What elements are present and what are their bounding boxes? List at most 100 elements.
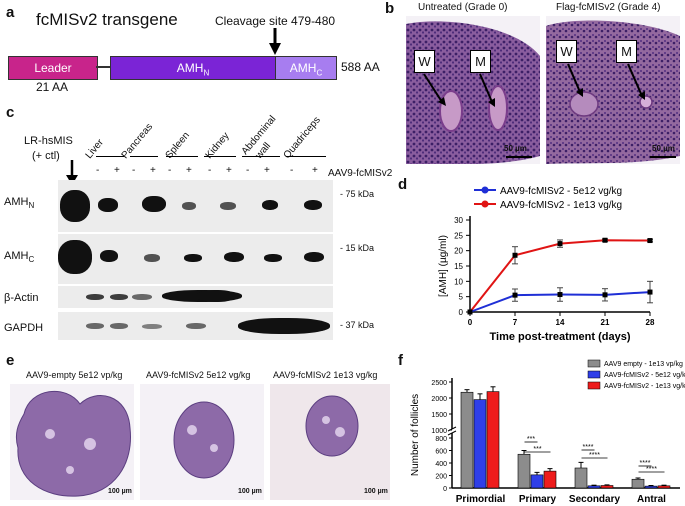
bar [587,485,601,489]
follicle-bar-chart: AAV9 empty - 1e13 vp/kg AAV9-fcMISv2 - 5e… [410,359,685,505]
blot-label-amhn-text: AMH [4,196,29,208]
ovary-title-5e12: AAV9-fcMISv2 5e12 vg/kg [146,370,251,380]
histology-arrows-icon [567,63,645,100]
wolffian-marker: W [414,50,435,73]
blot-label-amhn: AMHN [4,196,34,210]
control-label: LR-hsMIS [24,135,73,147]
histology-treated-image: W M 50 µm [546,16,680,164]
y-tick-label: 400 [435,461,447,468]
ovary-scale-label: 100 µm [238,488,262,495]
minus-sign: - [96,165,100,176]
y-tick-label: 600 [435,449,447,456]
blot-label-amhc-sub: C [28,255,35,265]
plus-sign: + [312,165,318,176]
plus-sign: + [186,165,192,176]
bar [530,474,544,489]
blot-label-actin: β-Actin [4,292,39,304]
axis-break-mark [447,430,457,436]
x-tick-label: 0 [468,318,473,327]
blot-label-gapdh: GAPDH [4,322,44,334]
significance-label: **** [583,444,594,451]
panel-label-c: c [6,104,15,121]
data-point [467,309,473,315]
linker-line [96,66,110,68]
group-underline [96,156,124,157]
bar [631,478,645,489]
histology-right-title: Flag-fcMISv2 (Grade 4) [556,2,661,13]
y-tick-label: 25 [454,231,463,240]
legend-label: AAV9-fcMISv2 - 1e13 vg/kg [500,200,622,211]
bar [574,467,588,489]
panel-label-a: a [6,4,15,21]
minus-sign: - [208,165,212,176]
plus-sign: + [114,165,120,176]
y-tick-label: 2500 [431,380,447,387]
amhc-segment: AMHC [275,56,337,80]
y-tick-label: 30 [454,216,463,225]
data-point [602,237,608,243]
legend-label: AAV9-fcMISv2 - 5e12 vg/kg [500,186,622,197]
minus-sign: - [246,165,250,176]
histology-left-title: Untreated (Grade 0) [418,2,508,13]
blot-gapdh [58,312,333,340]
minus-sign: - [290,165,294,176]
scale-bar [506,156,532,158]
data-point [512,252,518,258]
scale-bar [650,156,676,158]
plus-sign: + [264,165,270,176]
mullerian-marker: M [616,40,637,63]
control-sub-label: (+ ctl) [32,150,60,162]
transgene-title: fcMISv2 transgene [36,10,178,29]
wolffian-marker: W [556,40,577,63]
x-tick-label: 7 [513,318,518,327]
significance-label: **** [589,452,600,459]
ovary-scale-label: 100 µm [108,488,132,495]
legend-swatch [587,370,601,379]
group-underline [286,156,326,157]
tissue-liver: Liver [83,137,106,161]
tissue-quadriceps: Quadriceps [281,114,323,161]
panel-label-f: f [398,352,403,369]
histology-untreated-image: W M 50 µm [406,16,540,164]
scale-bar-label: 50 µm [652,144,675,153]
blot-actin [58,286,333,308]
y-tick-label: 200 [435,474,447,481]
category-label: Secondary [569,494,621,505]
plus-sign: + [226,165,232,176]
y-axis-title: Number of follicles [410,394,421,476]
y-tick-label: 1500 [431,412,447,419]
minus-sign: - [132,165,136,176]
amhc-label: AMH [289,61,317,75]
ovary-scale-label: 100 µm [364,488,388,495]
y-tick-label: 5 [459,293,464,302]
data-point [602,292,608,298]
legend-swatch [587,381,601,390]
panel-label-e: e [6,352,15,369]
scale-bar-label: 50 µm [504,144,527,153]
leader-label: Leader [34,61,72,75]
histology-arrows-icon [423,73,495,107]
amhn-label: AMH [176,61,204,75]
panel-label-d: d [398,176,408,193]
blot-label-amhc: AMHC [4,250,34,264]
y-tick-label: 20 [454,247,463,256]
y-tick-label: 800 [435,436,447,443]
blot-label-amhn-sub: N [28,201,35,211]
blot-amhn [58,180,333,232]
cleavage-arrow-icon [269,28,281,55]
y-tick-label: 15 [454,262,463,271]
minus-sign: - [168,165,172,176]
blot-label-amhc-text: AMH [4,250,29,262]
ovary-image-5e12: 100 µm [140,384,264,500]
amhn-subscript: N [203,68,210,78]
group-underline [130,156,158,157]
significance-label: **** [646,466,657,473]
legend-swatch [587,359,601,368]
leader-segment: Leader [8,56,98,80]
data-point [512,292,518,298]
amh-line-chart: AAV9-fcMISv2 - 5e12 vg/kg AAV9-fcMISv2 - … [438,186,655,343]
group-underline [166,156,198,157]
significance-label: *** [533,446,541,453]
legend-label: AAV9-fcMISv2 - 5e12 vg/kg [604,372,685,379]
legend-label: AAV9 empty - 1e13 vp/kg [604,361,683,368]
